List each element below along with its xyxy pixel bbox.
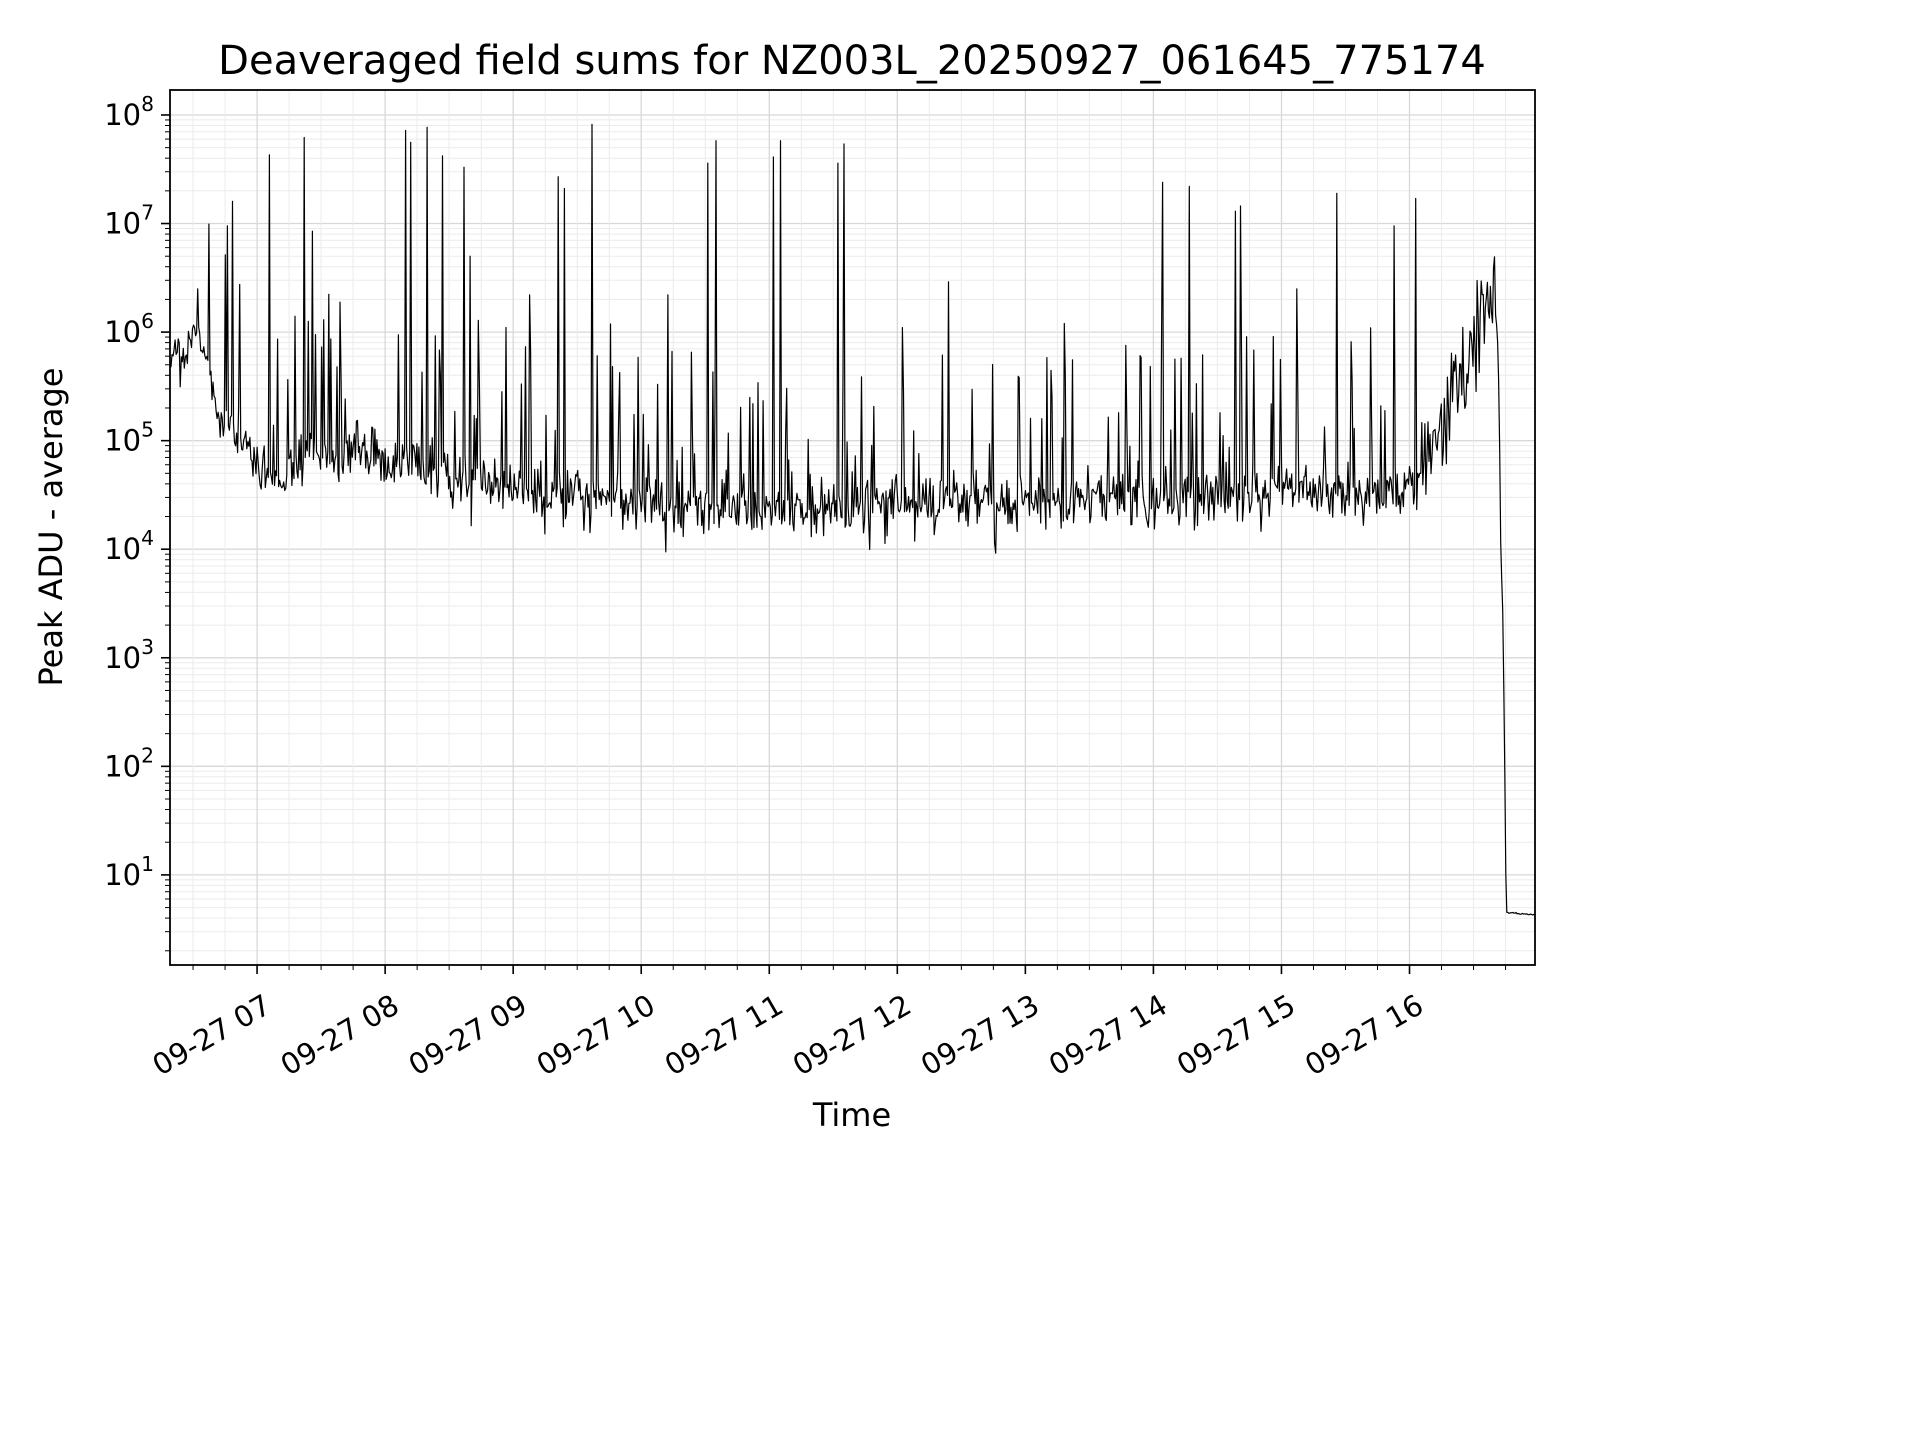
axes-frame — [169, 89, 1536, 966]
y-axis-label: Peak ADU - average — [32, 368, 70, 687]
y-tick-label: 105 — [104, 418, 154, 458]
x-tick-label: 09-27 10 — [531, 988, 661, 1083]
x-tick-label: 09-27 11 — [659, 988, 789, 1083]
x-tick-label: 09-27 08 — [275, 988, 405, 1083]
x-tick-label: 09-27 13 — [915, 988, 1045, 1083]
y-tick-label: 104 — [104, 526, 154, 566]
x-tick-label: 09-27 09 — [403, 988, 533, 1083]
x-tick-label: 09-27 15 — [1171, 988, 1301, 1083]
chart-title: Deaveraged field sums for NZ003L_2025092… — [218, 38, 1486, 84]
x-tick-label: 09-27 12 — [787, 988, 917, 1083]
x-tick-label: 09-27 07 — [147, 988, 277, 1083]
data-series-line — [169, 123, 1535, 916]
y-tick-label: 103 — [104, 635, 154, 675]
x-axis-label: Time — [812, 1096, 891, 1134]
y-tick-label: 101 — [104, 852, 154, 892]
y-tick-label: 102 — [104, 743, 154, 783]
grid — [170, 90, 1535, 965]
x-tick-label: 09-27 14 — [1043, 988, 1173, 1083]
y-tick-label: 108 — [104, 92, 154, 132]
x-tick-label: 09-27 16 — [1299, 988, 1429, 1083]
y-tick-label: 107 — [104, 201, 154, 241]
y-tick-label: 106 — [104, 309, 154, 349]
